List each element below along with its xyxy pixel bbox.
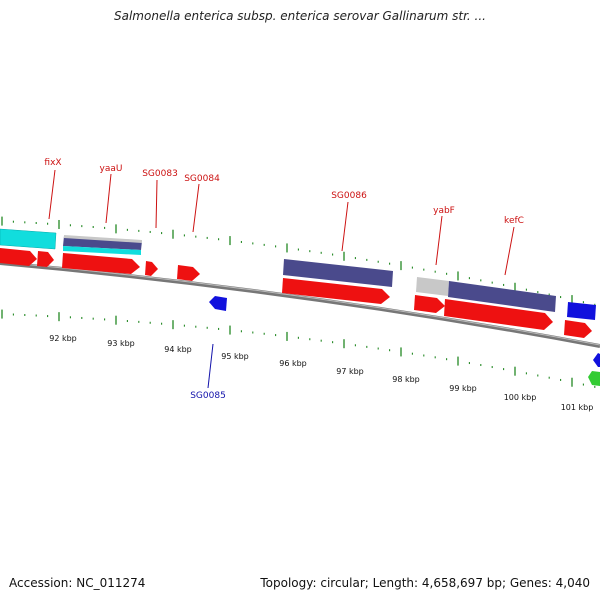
genome-summary-text: Topology: circular; Length: 4,658,697 bp…	[260, 576, 590, 590]
kbp-label-94: 94 kbp	[164, 345, 192, 354]
feature-cyan[interactable]	[0, 228, 57, 250]
cds-SG0084[interactable]	[177, 265, 200, 281]
feature-SG0086[interactable]	[283, 259, 393, 287]
feature-blue-box[interactable]	[567, 302, 596, 320]
gene-label-fixX: fixX	[44, 158, 61, 168]
accession-text: Accession: NC_011274	[9, 576, 146, 590]
kbp-label-96: 96 kbp	[279, 359, 307, 368]
forward-cds-track	[0, 248, 592, 338]
kbp-label-92: 92 kbp	[49, 334, 77, 343]
kbp-label-100: 100 kbp	[504, 393, 537, 402]
cds-fixX-1[interactable]	[0, 248, 37, 266]
feature-yaaU-purple[interactable]	[63, 236, 142, 250]
reverse-cds-track	[209, 296, 600, 386]
gene-label-SG0083: SG0083	[142, 169, 178, 179]
inner-tick-ring	[1, 309, 596, 388]
gene-label-yabF: yabF	[433, 206, 455, 216]
kbp-label-99: 99 kbp	[449, 384, 477, 393]
genome-backbone	[0, 261, 600, 348]
feature-yaaU-cyan[interactable]	[63, 246, 141, 255]
map-title: Salmonella enterica subsp. enterica sero…	[114, 9, 486, 23]
cds-SG0086[interactable]	[282, 278, 390, 304]
feature-track	[0, 228, 596, 320]
cds-SG0083[interactable]	[145, 261, 158, 276]
gene-label-SG0085: SG0085	[190, 391, 226, 401]
cds-fixX-2[interactable]	[37, 251, 54, 267]
cds-reverse-edge[interactable]	[593, 353, 600, 367]
feature-yaaU-grey[interactable]	[64, 235, 142, 243]
kbp-label-95: 95 kbp	[221, 352, 249, 361]
gene-label-yaaU: yaaU	[100, 164, 123, 174]
cds-right-edge[interactable]	[564, 320, 592, 338]
cds-green-edge[interactable]	[588, 371, 600, 386]
outer-tick-ring	[1, 216, 596, 306]
gene-label-SG0086: SG0086	[331, 191, 367, 201]
kbp-label-101: 101 kbp	[561, 403, 594, 412]
feature-yabF-grey[interactable]	[416, 277, 449, 296]
leader-lines	[48, 169, 515, 389]
cds-kefC[interactable]	[444, 299, 553, 330]
kbp-label-97: 97 kbp	[336, 367, 364, 376]
feature-kefC[interactable]	[448, 281, 556, 312]
gene-label-SG0084: SG0084	[184, 174, 220, 184]
cds-yabF[interactable]	[414, 295, 445, 313]
gene-labels: fixX yaaU SG0083 SG0084 SG0086 yabF kefC…	[44, 158, 524, 401]
cds-yaaU[interactable]	[62, 253, 140, 274]
kbp-label-93: 93 kbp	[107, 339, 135, 348]
cds-SG0085[interactable]	[209, 296, 227, 311]
kbp-tick-labels: 92 kbp 93 kbp 94 kbp 95 kbp 96 kbp 97 kb…	[49, 334, 593, 412]
kbp-label-98: 98 kbp	[392, 375, 420, 384]
gene-label-kefC: kefC	[504, 216, 524, 226]
